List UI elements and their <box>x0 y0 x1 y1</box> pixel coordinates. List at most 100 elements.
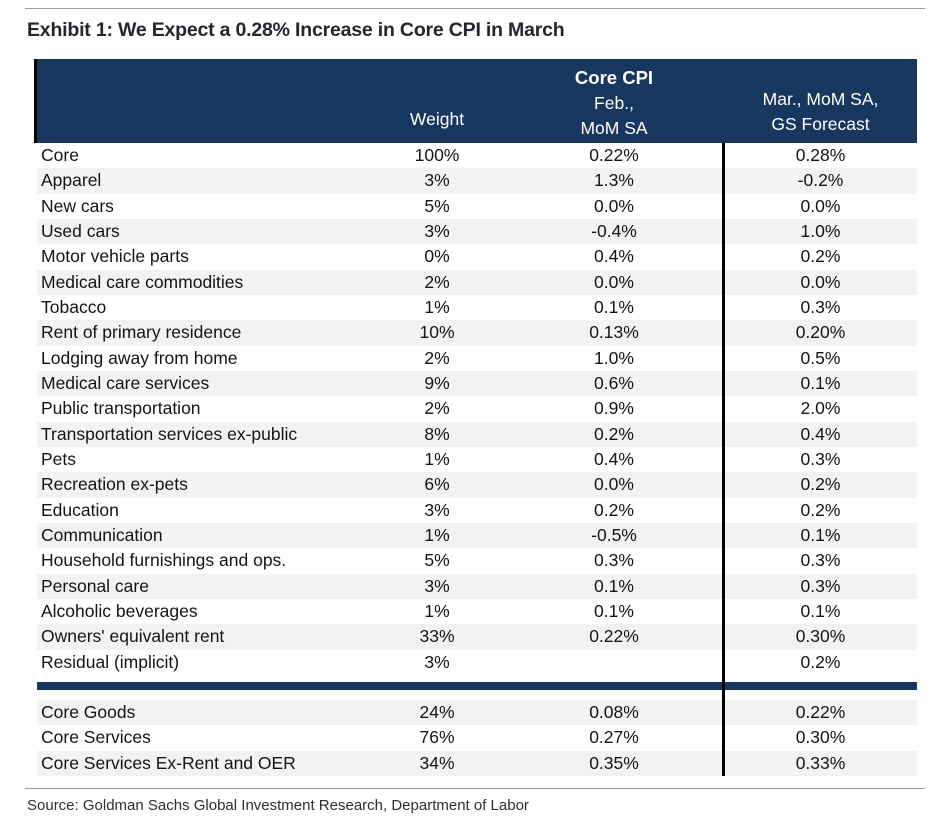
table-row: Core Services 76% 0.27% 0.30% <box>37 725 917 750</box>
column-header-mar: Mar., MoM SA, GS Forecast <box>724 59 917 143</box>
row-label: Rent of primary residence <box>41 322 242 343</box>
table-row: Rent of primary residence 10% 0.13% 0.20% <box>37 320 917 346</box>
row-value: 0.3% <box>800 297 841 318</box>
row-value: 0.3% <box>800 550 841 571</box>
row-value: 0.6% <box>594 373 634 394</box>
row-value: 76% <box>419 727 455 748</box>
table-row: Education 3% 0.2% 0.2% <box>37 498 917 523</box>
row-label: Core Services <box>41 727 151 748</box>
table-row: Medical care services 9% 0.6% 0.1% <box>37 370 917 397</box>
table-row: Communication 1% -0.5% 0.1% <box>37 522 917 549</box>
table-row: Core Goods 24% 0.08% 0.22% <box>37 699 917 726</box>
row-value: 5% <box>424 550 450 571</box>
header-left-edge <box>34 59 37 143</box>
row-label: Personal care <box>41 575 149 596</box>
table-header: Weight Core CPI Feb., MoM SA Mar., MoM S… <box>37 59 917 143</box>
row-value: 0.0% <box>800 271 841 292</box>
row-value: 0.4% <box>594 246 634 267</box>
bottom-rule <box>25 788 925 789</box>
row-value: 0.0% <box>594 195 634 216</box>
forecast-column-divider <box>722 143 725 776</box>
row-value: 0.33% <box>795 752 846 773</box>
row-value: 0.2% <box>800 474 841 495</box>
row-label: Core Services Ex-Rent and OER <box>41 752 296 773</box>
group-header-core-cpi: Core CPI <box>574 67 654 88</box>
row-value: 0.1% <box>800 525 841 546</box>
row-label: Recreation ex-pets <box>41 474 188 495</box>
row-value: 0.27% <box>589 727 639 748</box>
row-value: 2% <box>424 347 450 368</box>
row-value: 0.1% <box>594 601 634 622</box>
row-value: 2.0% <box>800 398 841 419</box>
row-value: 0.28% <box>795 145 846 166</box>
row-label: Used cars <box>41 221 120 242</box>
row-value: 100% <box>414 145 460 166</box>
table-row: Recreation ex-pets 6% 0.0% 0.2% <box>37 472 917 498</box>
table-row: Apparel 3% 1.3% -0.2% <box>37 168 917 194</box>
row-value: 0.2% <box>800 499 841 520</box>
row-value: 0.4% <box>594 449 634 470</box>
row-label: Education <box>41 499 119 520</box>
row-value: 0.35% <box>589 752 639 773</box>
row-value: 0.1% <box>800 601 841 622</box>
row-value: -0.4% <box>591 221 637 242</box>
table-row: Owners' equivalent rent 33% 0.22% 0.30% <box>37 624 917 650</box>
column-header-feb-line2: MoM SA <box>580 118 648 138</box>
row-value: 0.08% <box>589 702 639 723</box>
row-value: 0.30% <box>795 626 846 647</box>
source-note: Source: Goldman Sachs Global Investment … <box>27 797 529 814</box>
row-value: 0.1% <box>594 297 634 318</box>
row-value: 3% <box>424 221 450 242</box>
header-spacer <box>37 59 370 143</box>
row-value: 0.22% <box>589 145 639 166</box>
row-value: 0.2% <box>800 651 841 672</box>
row-label: Owners' equivalent rent <box>41 626 225 647</box>
column-header-feb: Core CPI Feb., MoM SA <box>504 59 724 143</box>
row-value: 0.0% <box>800 195 841 216</box>
table-row: Tobacco 1% 0.1% 0.3% <box>37 295 917 320</box>
table-body-summary: Core Goods 24% 0.08% 0.22% Core Services 76% 0… <box>37 699 917 776</box>
table-body-main: Core 100% 0.22% 0.28% Apparel 3% 1.3% -0.2% New … <box>37 143 917 675</box>
row-value: 3% <box>424 499 450 520</box>
row-value: 9% <box>424 373 450 394</box>
row-label: Lodging away from home <box>41 347 238 368</box>
row-value: 0.20% <box>795 322 846 343</box>
row-label: Transportation services ex-public <box>41 423 298 444</box>
table-row: Alcoholic beverages 1% 0.1% 0.1% <box>37 599 917 624</box>
row-value: 0.22% <box>589 626 639 647</box>
cpi-table: Weight Core CPI Feb., MoM SA Mar., MoM S… <box>34 59 917 776</box>
row-value: 1.0% <box>800 221 841 242</box>
section-divider-bar <box>37 681 917 690</box>
column-header-weight: Weight <box>409 109 465 129</box>
row-label: Pets <box>41 449 77 470</box>
row-value: 1.3% <box>594 170 634 191</box>
row-value: 0.5% <box>800 347 841 368</box>
row-value: -0.2% <box>797 170 844 191</box>
column-header-feb-line1: Feb., <box>594 93 634 113</box>
row-label: Apparel <box>41 170 102 191</box>
table-row: Residual (implicit) 3% 0.2% <box>37 650 917 675</box>
table-row: Personal care 3% 0.1% 0.3% <box>37 573 917 599</box>
table-row: Used cars 3% -0.4% 1.0% <box>37 218 917 245</box>
row-label: Household furnishings and ops. <box>41 550 287 571</box>
table-row: Medical care commodities 2% 0.0% 0.0% <box>37 269 917 295</box>
row-value: 0.1% <box>800 373 841 394</box>
row-value: 0.9% <box>594 398 634 419</box>
row-value: 2% <box>424 398 450 419</box>
row-value: -0.5% <box>591 525 637 546</box>
row-label: Core Goods <box>41 702 136 723</box>
row-value: 3% <box>424 575 450 596</box>
row-value: 0% <box>424 246 450 267</box>
row-label: Residual (implicit) <box>41 651 180 672</box>
row-value: 0.2% <box>594 499 634 520</box>
row-value: 8% <box>424 423 450 444</box>
row-value: 0.0% <box>594 474 634 495</box>
row-value: 0.3% <box>800 575 841 596</box>
row-value: 1% <box>424 449 450 470</box>
exhibit-title: Exhibit 1: We Expect a 0.28% Increase in… <box>27 19 565 41</box>
row-value: 0.3% <box>594 550 634 571</box>
row-value: 1% <box>424 601 450 622</box>
row-value: 34% <box>419 752 455 773</box>
row-value: 2% <box>424 271 450 292</box>
